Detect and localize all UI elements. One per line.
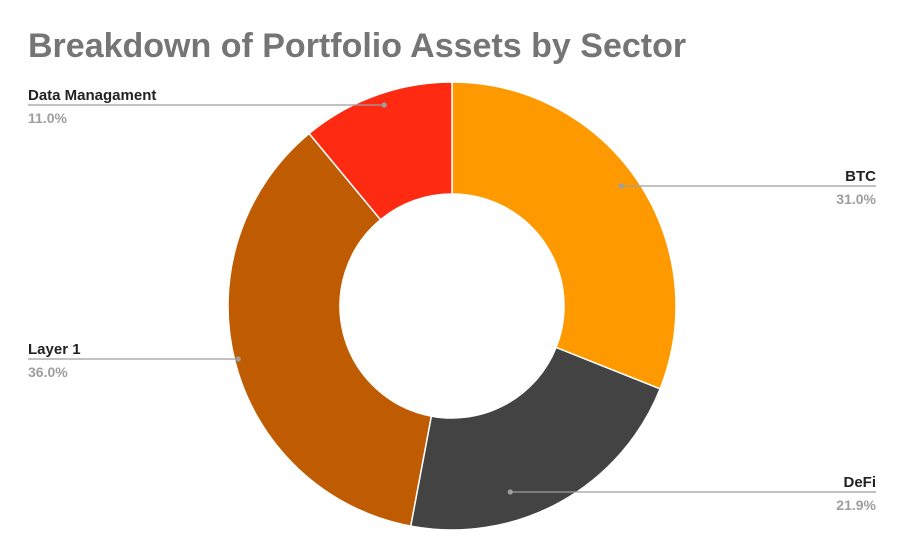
chart-title: Breakdown of Portfolio Assets by Sector [28, 27, 686, 65]
slice-layer-1 [227, 132, 433, 528]
slice-percent-layer-1: 36.0% [28, 364, 68, 380]
donut-slices [227, 81, 677, 531]
slice-defi [409, 346, 662, 531]
slice-label-defi: DeFi [843, 474, 876, 491]
slice-percent-data-managament: 11.0% [28, 110, 67, 126]
slice-label-data-managament: Data Managament [28, 87, 156, 104]
slice-labels: BTC 31.0% DeFi 21.9% Layer 1 36.0% Data Managa… [28, 87, 877, 513]
leader-dot-layer-1 [235, 356, 241, 362]
slice-label-layer-1: Layer 1 [28, 341, 81, 358]
slice-data-managament [308, 81, 453, 221]
slice-label-btc: BTC [845, 168, 876, 185]
leader-dot-data-managament [381, 102, 387, 108]
slice-percent-defi: 21.9% [836, 497, 876, 513]
slice-btc [451, 81, 677, 390]
slice-percent-btc: 31.0% [836, 191, 876, 207]
leader-dot-btc [618, 183, 624, 189]
leader-dot-defi [507, 489, 513, 495]
